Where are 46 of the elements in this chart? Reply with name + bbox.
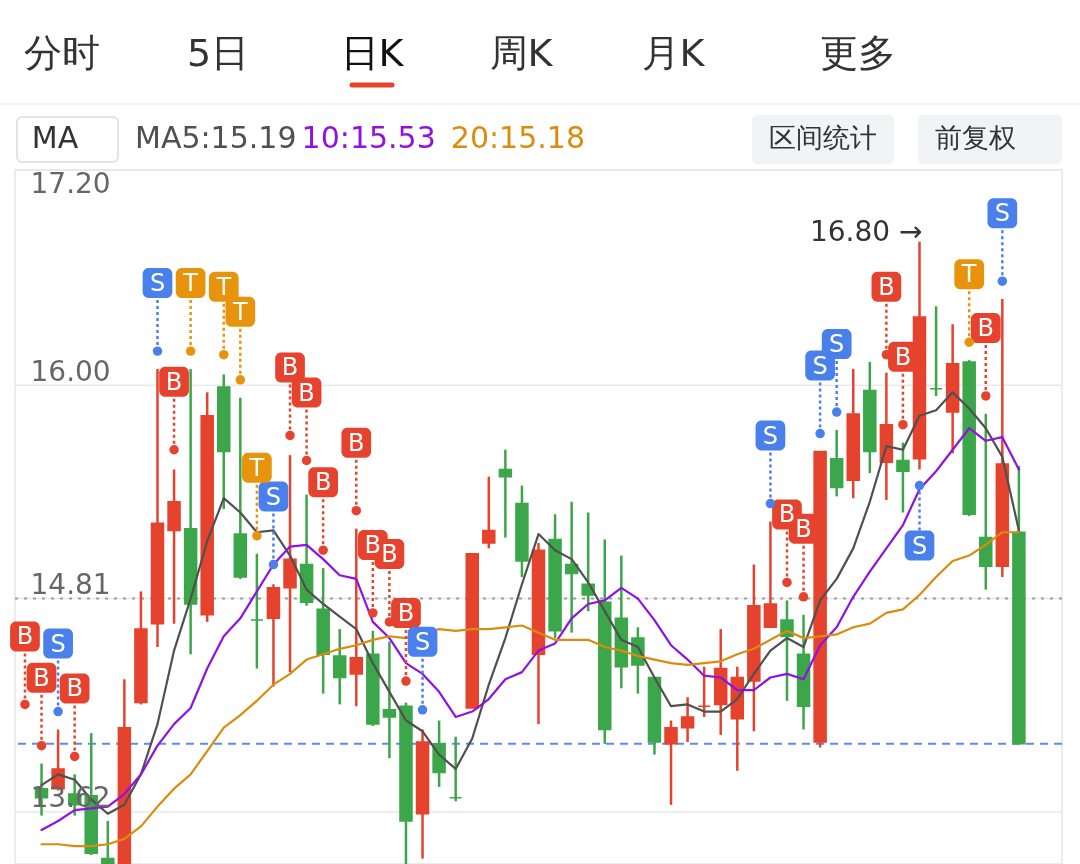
text: 10:15.53 bbox=[301, 120, 436, 155]
data-label: B bbox=[795, 514, 812, 543]
y-tick-label: 14.81 bbox=[30, 568, 111, 602]
text: MA5:15.19 bbox=[135, 120, 297, 155]
text: 20:15.18 bbox=[450, 120, 585, 155]
data-label: T bbox=[182, 269, 199, 298]
data-label: B bbox=[348, 428, 365, 457]
data-label: B bbox=[281, 353, 299, 382]
annotation: 16.80 → bbox=[809, 214, 923, 248]
data-label: B bbox=[16, 622, 34, 651]
text: 月K bbox=[641, 31, 706, 75]
y-tick-label: 17.20 bbox=[30, 166, 111, 200]
data-label: B bbox=[165, 367, 183, 396]
data-label: B bbox=[314, 468, 332, 497]
data-label: B bbox=[364, 530, 382, 559]
text: 区间统计 bbox=[769, 122, 877, 153]
text: 分时 bbox=[24, 31, 100, 75]
text: 5日 bbox=[186, 31, 250, 75]
data-label: S bbox=[994, 199, 1010, 228]
data-label: T bbox=[215, 272, 232, 301]
data-label: B bbox=[33, 663, 50, 692]
data-label: B bbox=[298, 378, 315, 407]
data-label: S bbox=[265, 482, 282, 511]
text: 前复权 bbox=[934, 122, 1016, 153]
data-label: S bbox=[911, 531, 928, 560]
data-label: B bbox=[977, 313, 994, 342]
data-label: S bbox=[50, 629, 66, 658]
data-label: S bbox=[829, 330, 845, 359]
y-tick-label: 16.00 bbox=[30, 354, 111, 388]
data-label: T bbox=[248, 453, 265, 482]
data-label: S bbox=[762, 421, 779, 450]
data-label: T bbox=[960, 260, 977, 289]
data-label: S bbox=[812, 351, 828, 380]
data-label: B bbox=[381, 539, 398, 568]
text: 更多 bbox=[820, 31, 896, 75]
data-label: B bbox=[778, 500, 796, 529]
text: MA bbox=[31, 120, 79, 155]
data-label: B bbox=[878, 272, 895, 301]
data-label: S bbox=[149, 269, 166, 298]
data-label: T bbox=[231, 297, 248, 326]
text: 周K bbox=[489, 31, 554, 75]
data-label: B bbox=[397, 599, 415, 628]
data-label: B bbox=[66, 674, 83, 703]
text: 日K bbox=[340, 31, 405, 75]
data-label: S bbox=[414, 627, 431, 656]
data-label: B bbox=[894, 342, 912, 371]
